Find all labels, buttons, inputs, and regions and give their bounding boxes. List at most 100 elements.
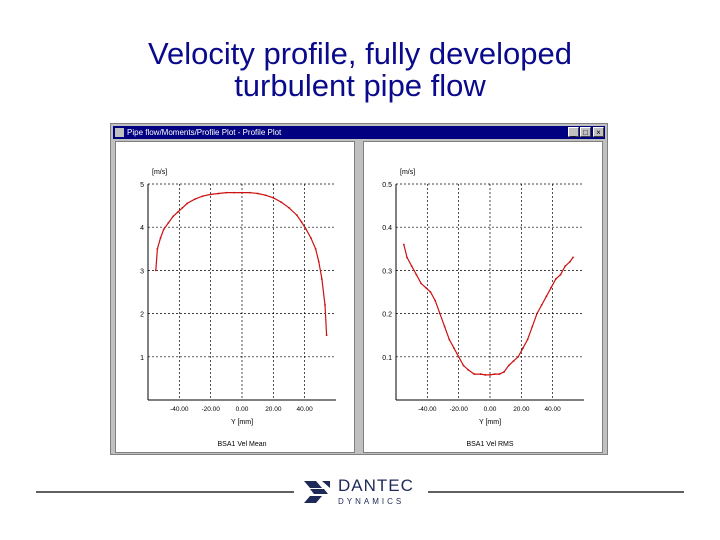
x-tick-label: 0.00	[236, 406, 249, 413]
y-tick-label: 0.4	[382, 225, 392, 232]
data-point	[522, 347, 524, 350]
data-point	[406, 256, 408, 259]
data-point	[310, 237, 312, 239]
y-axis-label: [m/s]	[400, 169, 415, 176]
series-line	[403, 244, 574, 376]
data-point	[429, 291, 432, 293]
data-point	[559, 273, 562, 276]
app-icon	[115, 128, 124, 137]
data-point	[280, 201, 283, 204]
slide-title-line1: Velocity profile, fully developed	[148, 36, 572, 71]
y-tick-label: 0.2	[382, 312, 392, 319]
data-point	[489, 374, 491, 376]
series-label: BSA1 Vel Mean	[217, 441, 266, 448]
data-point	[473, 373, 476, 375]
data-point	[256, 192, 259, 195]
slide-title: Velocity profile, fully developed turbul…	[0, 38, 720, 102]
x-tick-label: 20.00	[265, 406, 282, 413]
data-point	[324, 304, 326, 306]
data-point	[233, 191, 236, 194]
y-tick-label: 0.1	[382, 355, 392, 362]
data-point	[554, 278, 557, 280]
window-titlebar[interactable]: Pipe flow/Moments/Profile Plot - Profile…	[113, 126, 605, 139]
data-point	[438, 312, 441, 315]
data-point	[201, 195, 204, 197]
series-label: BSA1 Vel RMS	[466, 441, 513, 448]
y-axis-label: [m/s]	[152, 169, 167, 176]
data-point	[154, 269, 157, 272]
data-point	[176, 211, 179, 213]
y-tick-label: 1	[140, 355, 144, 362]
footer-divider-left	[36, 491, 294, 493]
data-point	[321, 278, 323, 280]
data-point	[248, 191, 251, 194]
data-point	[545, 295, 548, 298]
data-point	[181, 206, 184, 209]
y-tick-label: 0.5	[382, 182, 392, 189]
dantec-logo-icon	[304, 481, 330, 503]
data-point	[453, 347, 455, 350]
data-point	[162, 228, 165, 231]
data-point	[420, 282, 422, 285]
data-point	[462, 364, 465, 367]
y-tick-label: 2	[140, 312, 144, 319]
data-point	[467, 368, 469, 371]
close-button[interactable]: ×	[593, 127, 604, 137]
footer-divider-right	[428, 491, 684, 493]
data-point	[448, 338, 451, 341]
data-point	[550, 286, 552, 289]
logo-name: DANTEC	[338, 476, 414, 495]
y-tick-label: 0.3	[382, 268, 392, 275]
maximize-button[interactable]: □	[580, 127, 591, 137]
data-point	[434, 299, 437, 302]
x-tick-label: -20.00	[449, 406, 468, 413]
x-tick-label: -40.00	[170, 406, 189, 413]
data-point	[526, 338, 529, 341]
data-point	[503, 371, 505, 373]
data-point	[402, 243, 405, 246]
window-title: Pipe flow/Moments/Profile Plot - Profile…	[127, 128, 282, 137]
data-point	[498, 373, 501, 375]
data-point	[300, 221, 303, 223]
data-point	[272, 196, 275, 199]
logo-subtitle: DYNAMICS	[338, 497, 405, 506]
dantec-logo: DANTEC DYNAMICS	[302, 474, 422, 508]
data-point	[241, 191, 243, 194]
data-point	[507, 364, 510, 367]
data-point	[410, 265, 413, 267]
data-point	[172, 215, 174, 218]
data-point	[517, 355, 520, 358]
data-point	[564, 265, 567, 267]
data-point	[415, 273, 418, 276]
x-axis-label: Y [mm]	[479, 419, 501, 426]
y-tick-label: 4	[140, 225, 144, 232]
data-point	[264, 194, 267, 197]
data-point	[572, 256, 574, 259]
data-point	[225, 191, 228, 194]
data-point	[540, 304, 543, 306]
data-point	[317, 260, 320, 263]
data-point	[194, 198, 196, 201]
mean-velocity-chart: 5 4 3 2 1 -40.00 -20.00 0.00 20.00 40.00 [m/s] Y [m…	[140, 169, 336, 448]
minimize-button[interactable]: _	[568, 127, 579, 137]
y-tick-label: 3	[140, 268, 144, 275]
rms-velocity-plot-panel[interactable]: 0.5 0.4 0.3 0.2 0.1 -40.00 -20.00 0.00 20.00 40.0…	[363, 141, 603, 453]
x-tick-label: 20.00	[513, 406, 530, 413]
data-point	[217, 192, 220, 195]
data-point	[288, 206, 290, 209]
data-point	[457, 355, 460, 358]
rms-velocity-chart: 0.5 0.4 0.3 0.2 0.1 -40.00 -20.00 0.00 20.00 40.0…	[382, 169, 584, 448]
x-tick-label: 0.00	[484, 406, 497, 413]
x-axis-label: Y [mm]	[231, 419, 253, 426]
data-point	[443, 325, 446, 328]
data-point	[424, 286, 427, 289]
data-point	[569, 260, 571, 263]
data-point	[159, 237, 162, 239]
data-point	[314, 247, 317, 250]
mean-velocity-plot-panel[interactable]: 5 4 3 2 1 -40.00 -20.00 0.00 20.00 40.00 [m/s] Y [m…	[115, 141, 355, 453]
data-point	[479, 373, 482, 375]
data-point	[536, 312, 538, 315]
data-point	[167, 221, 170, 224]
data-point	[484, 374, 487, 376]
x-tick-label: -40.00	[418, 406, 437, 413]
